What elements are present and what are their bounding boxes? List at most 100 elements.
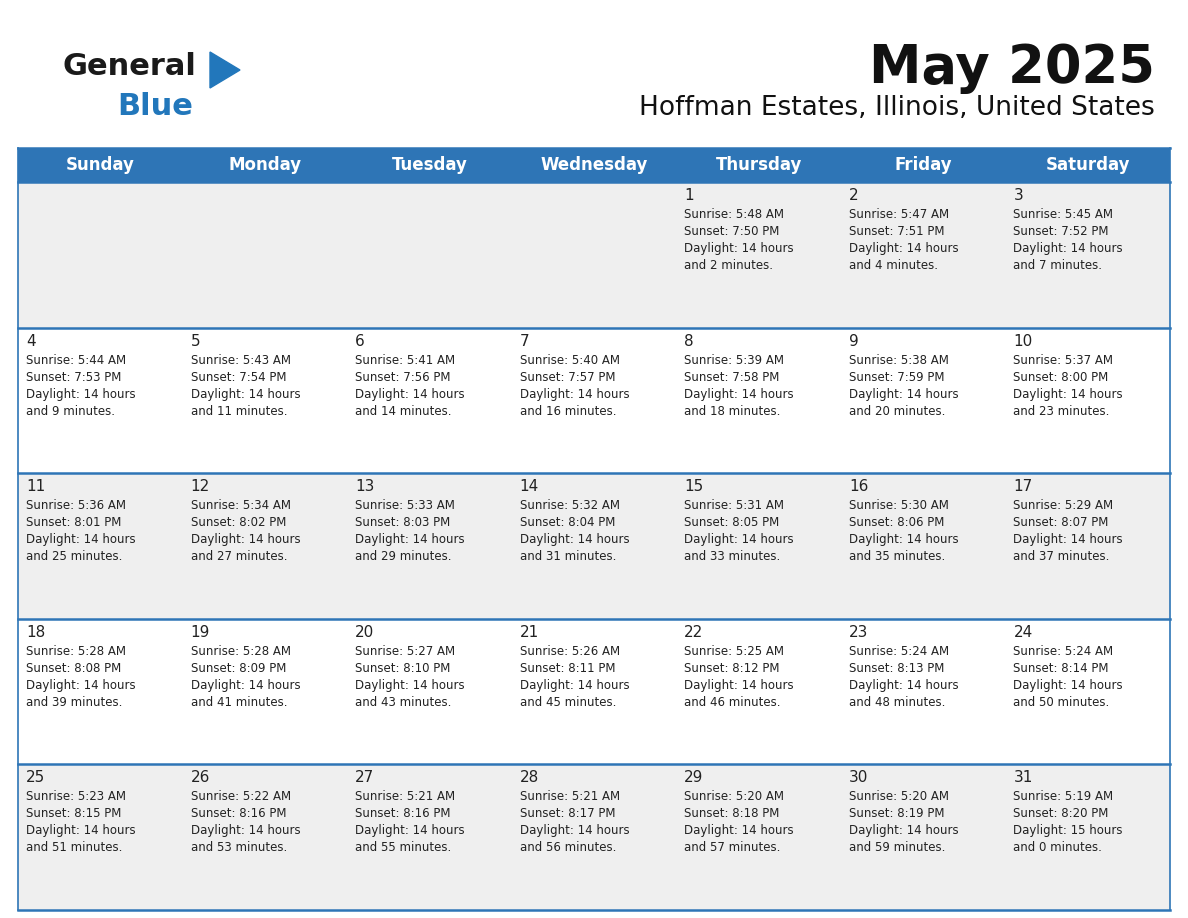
Text: Sunset: 7:53 PM: Sunset: 7:53 PM [26, 371, 121, 384]
Text: 16: 16 [849, 479, 868, 494]
Text: Sunset: 8:07 PM: Sunset: 8:07 PM [1013, 516, 1108, 529]
Text: 8: 8 [684, 333, 694, 349]
Text: Daylight: 14 hours: Daylight: 14 hours [190, 824, 301, 837]
Bar [347, 473, 512, 619]
Text: Sunrise: 5:32 AM: Sunrise: 5:32 AM [519, 499, 620, 512]
Bar [183, 473, 347, 619]
Text: 19: 19 [190, 625, 210, 640]
Text: Sunrise: 5:47 AM: Sunrise: 5:47 AM [849, 208, 949, 221]
Text: 14: 14 [519, 479, 539, 494]
Text: Daylight: 14 hours: Daylight: 14 hours [1013, 533, 1123, 546]
Text: Daylight: 15 hours: Daylight: 15 hours [1013, 824, 1123, 837]
Text: Tuesday: Tuesday [392, 156, 467, 174]
Text: Daylight: 14 hours: Daylight: 14 hours [684, 824, 794, 837]
Bar [1005, 619, 1170, 765]
Bar [18, 148, 183, 182]
Text: Daylight: 14 hours: Daylight: 14 hours [355, 678, 465, 692]
Text: Sunset: 7:57 PM: Sunset: 7:57 PM [519, 371, 615, 384]
Text: 30: 30 [849, 770, 868, 786]
Text: 18: 18 [26, 625, 45, 640]
Text: Sunrise: 5:40 AM: Sunrise: 5:40 AM [519, 353, 620, 366]
Text: 9: 9 [849, 333, 859, 349]
Text: Daylight: 14 hours: Daylight: 14 hours [684, 242, 794, 255]
Text: and 45 minutes.: and 45 minutes. [519, 696, 617, 709]
Text: 31: 31 [1013, 770, 1032, 786]
Text: Daylight: 14 hours: Daylight: 14 hours [684, 387, 794, 400]
Text: Sunrise: 5:21 AM: Sunrise: 5:21 AM [519, 790, 620, 803]
Text: and 20 minutes.: and 20 minutes. [849, 405, 946, 418]
Text: Daylight: 14 hours: Daylight: 14 hours [26, 533, 135, 546]
Bar [676, 182, 841, 328]
Text: Sunrise: 5:27 AM: Sunrise: 5:27 AM [355, 644, 455, 658]
Text: Sunset: 8:11 PM: Sunset: 8:11 PM [519, 662, 615, 675]
Text: Daylight: 14 hours: Daylight: 14 hours [355, 533, 465, 546]
Text: General: General [62, 52, 196, 81]
Bar [676, 473, 841, 619]
Text: and 25 minutes.: and 25 minutes. [26, 550, 122, 564]
Text: Sunrise: 5:48 AM: Sunrise: 5:48 AM [684, 208, 784, 221]
Text: and 57 minutes.: and 57 minutes. [684, 842, 781, 855]
Text: 20: 20 [355, 625, 374, 640]
Text: Sunrise: 5:19 AM: Sunrise: 5:19 AM [1013, 790, 1113, 803]
Text: Sunrise: 5:43 AM: Sunrise: 5:43 AM [190, 353, 291, 366]
Text: Daylight: 14 hours: Daylight: 14 hours [519, 824, 630, 837]
Text: and 31 minutes.: and 31 minutes. [519, 550, 617, 564]
Text: and 51 minutes.: and 51 minutes. [26, 842, 122, 855]
Text: and 37 minutes.: and 37 minutes. [1013, 550, 1110, 564]
Text: Sunset: 8:18 PM: Sunset: 8:18 PM [684, 808, 779, 821]
Text: and 39 minutes.: and 39 minutes. [26, 696, 122, 709]
Text: Daylight: 14 hours: Daylight: 14 hours [684, 678, 794, 692]
Bar [183, 148, 347, 182]
Bar [512, 148, 676, 182]
Text: Daylight: 14 hours: Daylight: 14 hours [519, 678, 630, 692]
Text: Sunrise: 5:20 AM: Sunrise: 5:20 AM [684, 790, 784, 803]
Text: Sunset: 8:04 PM: Sunset: 8:04 PM [519, 516, 615, 529]
Bar [347, 619, 512, 765]
Text: Sunset: 8:08 PM: Sunset: 8:08 PM [26, 662, 121, 675]
Text: 11: 11 [26, 479, 45, 494]
Text: and 23 minutes.: and 23 minutes. [1013, 405, 1110, 418]
Bar [512, 328, 676, 473]
Text: and 16 minutes.: and 16 minutes. [519, 405, 617, 418]
Text: and 43 minutes.: and 43 minutes. [355, 696, 451, 709]
Bar [18, 328, 183, 473]
Text: Sunset: 8:19 PM: Sunset: 8:19 PM [849, 808, 944, 821]
Bar [512, 765, 676, 910]
Text: and 18 minutes.: and 18 minutes. [684, 405, 781, 418]
Text: Sunrise: 5:28 AM: Sunrise: 5:28 AM [26, 644, 126, 658]
Text: 26: 26 [190, 770, 210, 786]
Text: and 0 minutes.: and 0 minutes. [1013, 842, 1102, 855]
Text: Sunset: 8:06 PM: Sunset: 8:06 PM [849, 516, 944, 529]
Text: 21: 21 [519, 625, 539, 640]
Bar [676, 765, 841, 910]
Text: Hoffman Estates, Illinois, United States: Hoffman Estates, Illinois, United States [639, 95, 1155, 121]
Text: Sunrise: 5:28 AM: Sunrise: 5:28 AM [190, 644, 291, 658]
Text: and 7 minutes.: and 7 minutes. [1013, 259, 1102, 272]
Bar [676, 619, 841, 765]
Text: Daylight: 14 hours: Daylight: 14 hours [1013, 242, 1123, 255]
Text: 15: 15 [684, 479, 703, 494]
Bar [1005, 148, 1170, 182]
Text: Sunrise: 5:26 AM: Sunrise: 5:26 AM [519, 644, 620, 658]
Bar [1005, 473, 1170, 619]
Bar [18, 765, 183, 910]
Text: Sunrise: 5:45 AM: Sunrise: 5:45 AM [1013, 208, 1113, 221]
Text: Sunset: 8:15 PM: Sunset: 8:15 PM [26, 808, 121, 821]
Text: 4: 4 [26, 333, 36, 349]
Bar [183, 328, 347, 473]
Text: Sunrise: 5:33 AM: Sunrise: 5:33 AM [355, 499, 455, 512]
Text: and 56 minutes.: and 56 minutes. [519, 842, 617, 855]
Bar [18, 473, 183, 619]
Text: Sunset: 8:16 PM: Sunset: 8:16 PM [190, 808, 286, 821]
Text: 24: 24 [1013, 625, 1032, 640]
Text: Daylight: 14 hours: Daylight: 14 hours [190, 533, 301, 546]
Text: Saturday: Saturday [1045, 156, 1130, 174]
Text: Wednesday: Wednesday [541, 156, 647, 174]
Text: Daylight: 14 hours: Daylight: 14 hours [1013, 387, 1123, 400]
Bar [841, 182, 1005, 328]
Bar [183, 619, 347, 765]
Text: Sunset: 8:09 PM: Sunset: 8:09 PM [190, 662, 286, 675]
Text: 12: 12 [190, 479, 210, 494]
Text: Sunset: 7:56 PM: Sunset: 7:56 PM [355, 371, 450, 384]
Text: and 11 minutes.: and 11 minutes. [190, 405, 287, 418]
